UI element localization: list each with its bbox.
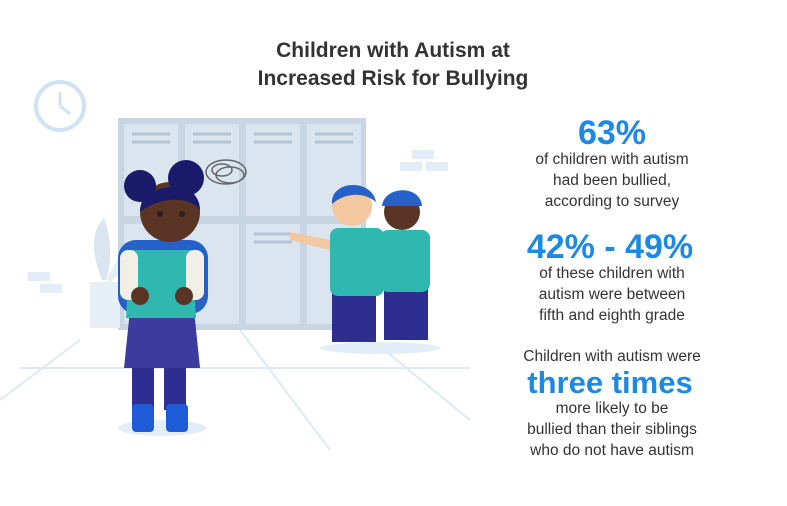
stat-text: who do not have autism [530, 442, 694, 459]
stat-text: of children with autism [535, 151, 689, 168]
girl [118, 160, 208, 436]
stat-text: of these children with [539, 265, 685, 282]
stat-highlight: 42% - 49% [526, 228, 694, 266]
stat-text: fifth and eighth grade [539, 307, 685, 324]
stat-text: according to survey [544, 193, 680, 210]
title-line: Increased Risk for Bullying [257, 67, 529, 90]
boys [290, 184, 440, 354]
stat-text: autism were between [538, 286, 686, 303]
clock [34, 80, 86, 132]
bricks [28, 150, 448, 293]
stat-highlight: three times [527, 365, 693, 400]
stat-text: more likely to be [555, 400, 669, 417]
stat-text: Children with autism were [523, 348, 701, 365]
scribble [205, 159, 247, 185]
stat-text: bullied than their siblings [527, 421, 697, 438]
title-line: Children with Autism at [276, 39, 510, 62]
stat-text: had been bullied, [552, 172, 672, 189]
stat-highlight: 63% [577, 114, 647, 152]
